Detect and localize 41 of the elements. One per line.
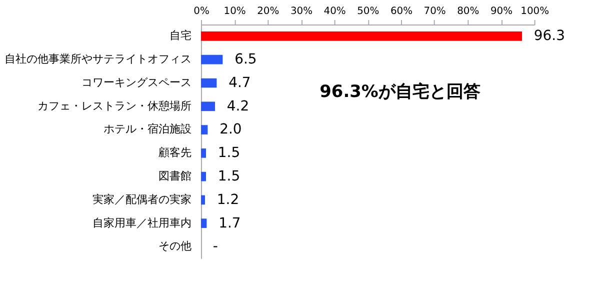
bar bbox=[200, 172, 206, 182]
y-tick-label: 自社の他事業所やサテライトオフィス bbox=[4, 52, 192, 66]
x-tick-label: 60% bbox=[390, 6, 413, 18]
x-tick-label: 80% bbox=[457, 6, 480, 18]
y-tick-label: その他 bbox=[158, 240, 192, 253]
text: - bbox=[212, 238, 218, 255]
bar bbox=[200, 125, 208, 134]
x-tick-label: 40% bbox=[324, 6, 346, 18]
data-label: 1.2 bbox=[216, 192, 240, 208]
y-tick-label: ホテル・宿泊施設 bbox=[104, 122, 192, 136]
data-label: 1.5 bbox=[218, 145, 240, 162]
x-tick-label: 20% bbox=[257, 6, 280, 18]
x-tick-label: 0% bbox=[194, 6, 210, 18]
y-tick-label: コワーキングスペース bbox=[82, 76, 192, 89]
y-tick-label: 自家用車／社用車内 bbox=[92, 216, 192, 230]
data-label: 96.3 bbox=[534, 28, 565, 44]
y-tick-label: 実家／配偶者の実家 bbox=[92, 192, 192, 206]
x-tick-label: 100% bbox=[520, 6, 550, 18]
bar bbox=[200, 54, 223, 64]
x-tick-label: 90% bbox=[490, 6, 513, 18]
y-tick-label: 自宅 bbox=[170, 29, 192, 42]
data-label: 1.7 bbox=[218, 215, 241, 232]
bar bbox=[200, 102, 215, 112]
bar bbox=[200, 218, 207, 228]
annotation: 96.3%が自宅と回答 bbox=[320, 81, 480, 102]
x-tick-label: 50% bbox=[357, 6, 380, 18]
data-label: 4.7 bbox=[228, 74, 251, 91]
bar bbox=[200, 195, 205, 205]
bar bbox=[200, 32, 522, 41]
data-label: 6.5 bbox=[234, 52, 257, 68]
x-tick-label: 30% bbox=[290, 6, 313, 18]
y-tick-label: 顧客先 bbox=[158, 146, 192, 160]
data-label: 4.2 bbox=[226, 98, 250, 114]
y-tick-label: カフェ・レストラン・休憩場所 bbox=[38, 99, 192, 112]
bar bbox=[200, 148, 206, 158]
y-tick-label: 図書館 bbox=[158, 170, 192, 183]
data-label: 2.0 bbox=[220, 122, 242, 138]
x-tick-label: 70% bbox=[424, 6, 446, 18]
data-label: 1.5 bbox=[218, 168, 240, 185]
bar bbox=[200, 78, 217, 88]
x-tick-label: 10% bbox=[224, 6, 246, 18]
